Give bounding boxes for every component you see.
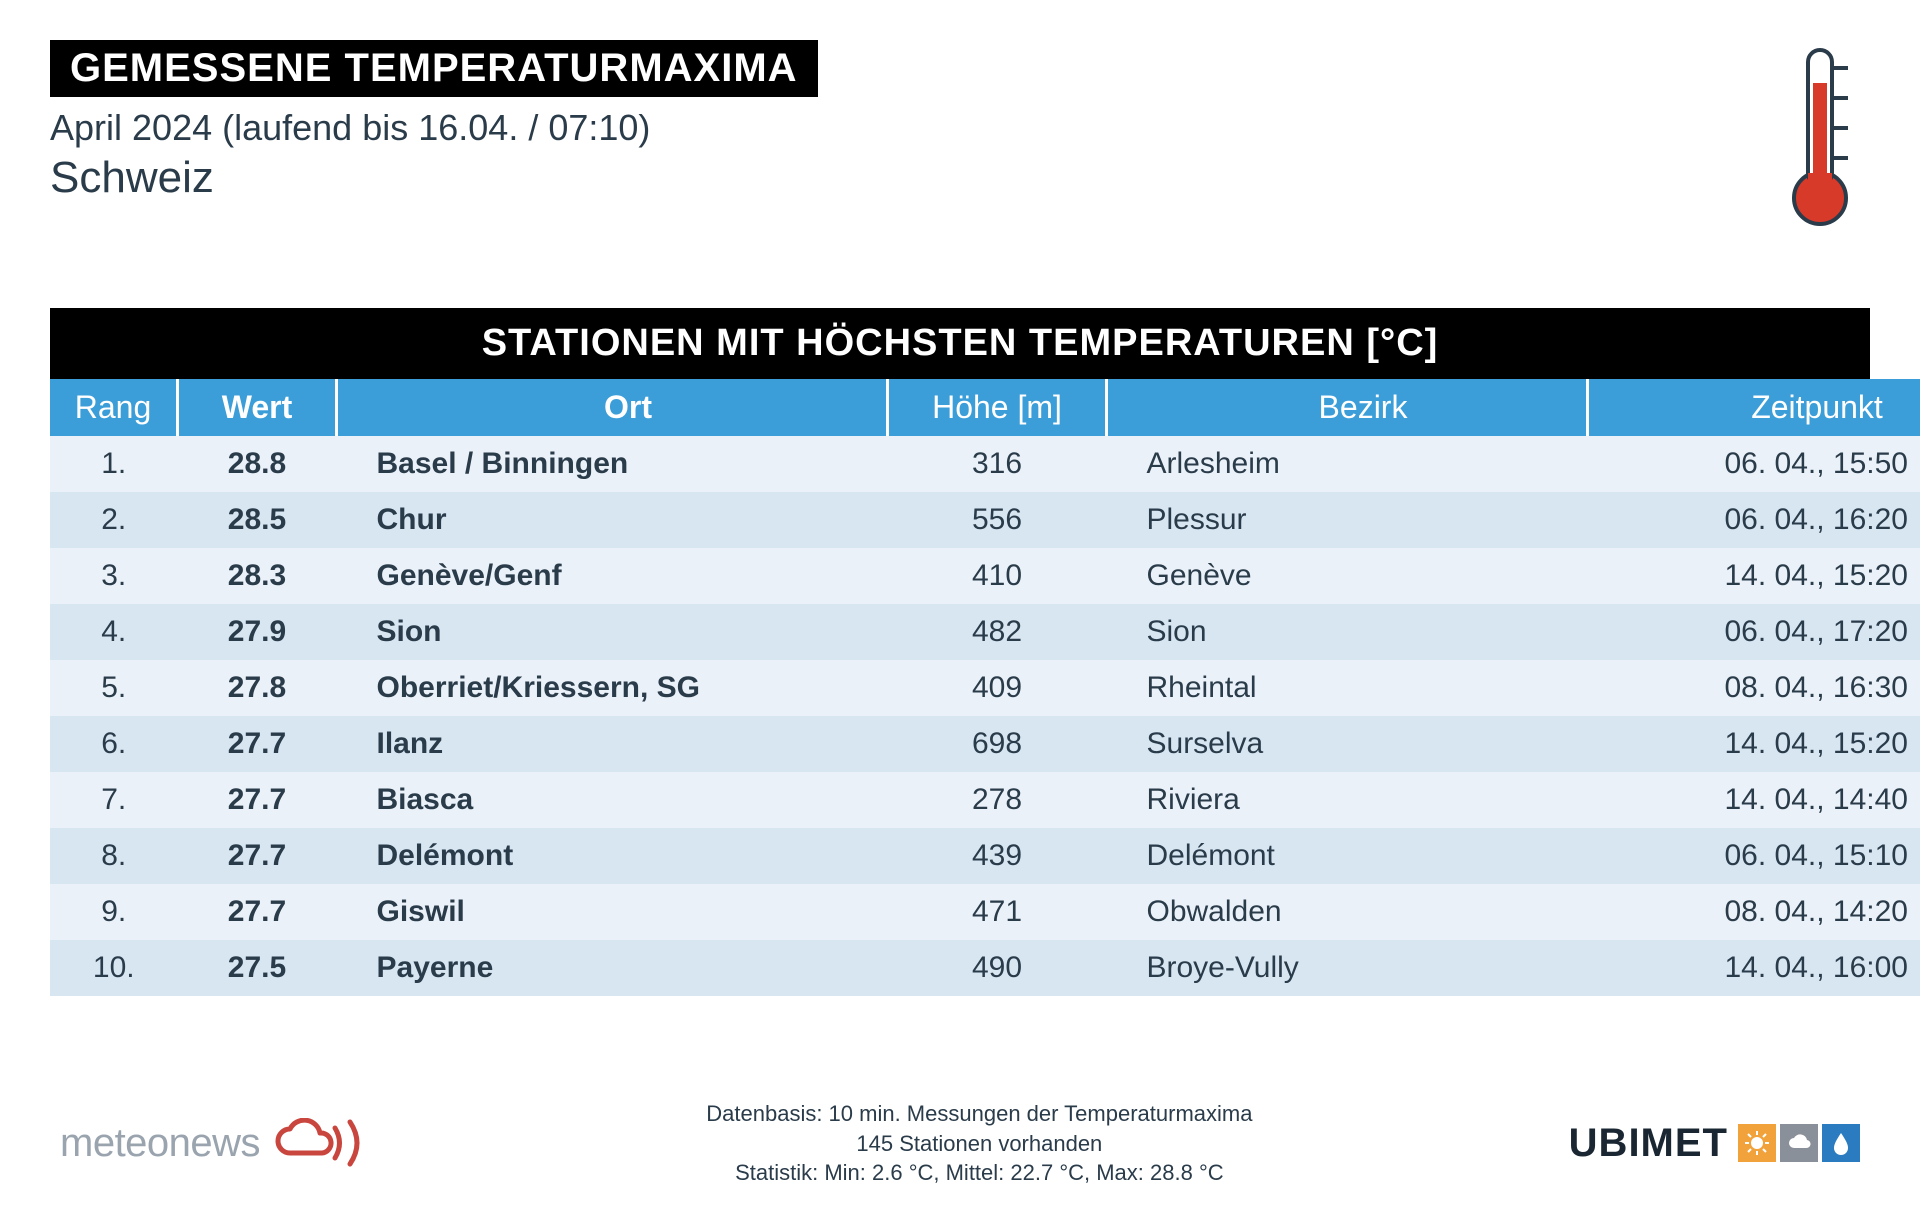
cell-rang: 1.	[50, 436, 178, 492]
cell-wert: 28.3	[178, 548, 337, 604]
cell-hoehe: 556	[888, 492, 1107, 548]
ubimet-label: UBIMET	[1569, 1121, 1728, 1166]
cell-ort: Chur	[337, 492, 888, 548]
cell-bezirk: Genève	[1107, 548, 1588, 604]
footer-notes: Datenbasis: 10 min. Messungen der Temper…	[430, 1099, 1529, 1188]
cell-wert: 28.5	[178, 492, 337, 548]
cell-zeit: 08. 04., 14:20	[1588, 884, 1920, 940]
cell-zeit: 08. 04., 16:30	[1588, 660, 1920, 716]
table-row: 3.28.3Genève/Genf410Genève14. 04., 15:20	[50, 548, 1920, 604]
col-header-ort: Ort	[337, 379, 888, 436]
table-row: 5.27.8Oberriet/Kriessern, SG409Rheintal0…	[50, 660, 1920, 716]
table-row: 4.27.9Sion482Sion06. 04., 17:20	[50, 604, 1920, 660]
cell-ort: Oberriet/Kriessern, SG	[337, 660, 888, 716]
page-title: GEMESSENE TEMPERATURMAXIMA	[70, 46, 798, 90]
cell-ort: Giswil	[337, 884, 888, 940]
cell-rang: 2.	[50, 492, 178, 548]
table-row: 1.28.8Basel / Binningen316Arlesheim06. 0…	[50, 436, 1920, 492]
footer-line2: 145 Stationen vorhanden	[430, 1129, 1529, 1159]
cell-zeit: 14. 04., 14:40	[1588, 772, 1920, 828]
col-header-zeit: Zeitpunkt	[1588, 379, 1920, 436]
cell-ort: Basel / Binningen	[337, 436, 888, 492]
meteonews-cloud-icon	[270, 1118, 390, 1168]
page-region: Schweiz	[50, 153, 1870, 203]
cell-rang: 7.	[50, 772, 178, 828]
cell-rang: 4.	[50, 604, 178, 660]
cell-rang: 9.	[50, 884, 178, 940]
table-row: 6.27.7Ilanz698Surselva14. 04., 15:20	[50, 716, 1920, 772]
table-title: STATIONEN MIT HÖCHSTEN TEMPERATUREN [°C]	[50, 308, 1870, 379]
table-row: 9.27.7Giswil471Obwalden08. 04., 14:20	[50, 884, 1920, 940]
table-row: 7.27.7Biasca278Riviera14. 04., 14:40	[50, 772, 1920, 828]
cell-bezirk: Surselva	[1107, 716, 1588, 772]
col-header-rang: Rang	[50, 379, 178, 436]
cell-hoehe: 316	[888, 436, 1107, 492]
cell-bezirk: Riviera	[1107, 772, 1588, 828]
cell-hoehe: 490	[888, 940, 1107, 996]
cell-wert: 27.9	[178, 604, 337, 660]
cell-bezirk: Arlesheim	[1107, 436, 1588, 492]
cell-hoehe: 278	[888, 772, 1107, 828]
footer-line3: Statistik: Min: 2.6 °C, Mittel: 22.7 °C,…	[430, 1158, 1529, 1188]
cell-bezirk: Delémont	[1107, 828, 1588, 884]
cell-wert: 27.8	[178, 660, 337, 716]
cell-hoehe: 471	[888, 884, 1107, 940]
cell-wert: 27.7	[178, 772, 337, 828]
meteonews-label: meteonews	[60, 1121, 260, 1166]
col-header-bezirk: Bezirk	[1107, 379, 1588, 436]
col-header-wert: Wert	[178, 379, 337, 436]
footer: meteonews Datenbasis: 10 min. Messungen …	[0, 1099, 1920, 1188]
table-row: 10.27.5Payerne490Broye-Vully14. 04., 16:…	[50, 940, 1920, 996]
table-row: 2.28.5Chur556Plessur06. 04., 16:20	[50, 492, 1920, 548]
data-table-container: STATIONEN MIT HÖCHSTEN TEMPERATUREN [°C]…	[50, 308, 1870, 996]
cell-ort: Payerne	[337, 940, 888, 996]
cell-hoehe: 439	[888, 828, 1107, 884]
cell-hoehe: 410	[888, 548, 1107, 604]
cell-wert: 27.7	[178, 884, 337, 940]
cell-bezirk: Plessur	[1107, 492, 1588, 548]
cell-zeit: 14. 04., 15:20	[1588, 548, 1920, 604]
cell-ort: Biasca	[337, 772, 888, 828]
cell-bezirk: Broye-Vully	[1107, 940, 1588, 996]
cell-hoehe: 409	[888, 660, 1107, 716]
cell-zeit: 06. 04., 17:20	[1588, 604, 1920, 660]
cell-zeit: 06. 04., 15:50	[1588, 436, 1920, 492]
cell-rang: 10.	[50, 940, 178, 996]
cell-wert: 27.7	[178, 716, 337, 772]
cell-zeit: 14. 04., 16:00	[1588, 940, 1920, 996]
cell-wert: 27.5	[178, 940, 337, 996]
cell-bezirk: Sion	[1107, 604, 1588, 660]
footer-line1: Datenbasis: 10 min. Messungen der Temper…	[430, 1099, 1529, 1129]
cell-ort: Delémont	[337, 828, 888, 884]
ubimet-cloud-icon	[1780, 1124, 1818, 1162]
ubimet-sun-icon	[1738, 1124, 1776, 1162]
ubimet-logo: UBIMET	[1569, 1121, 1860, 1166]
cell-zeit: 14. 04., 15:20	[1588, 716, 1920, 772]
cell-ort: Ilanz	[337, 716, 888, 772]
cell-wert: 28.8	[178, 436, 337, 492]
cell-zeit: 06. 04., 16:20	[1588, 492, 1920, 548]
cell-rang: 8.	[50, 828, 178, 884]
meteonews-logo: meteonews	[60, 1118, 390, 1168]
col-header-hoehe: Höhe [m]	[888, 379, 1107, 436]
cell-zeit: 06. 04., 15:10	[1588, 828, 1920, 884]
table-row: 8.27.7Delémont439Delémont06. 04., 15:10	[50, 828, 1920, 884]
page-title-bar: GEMESSENE TEMPERATURMAXIMA	[50, 40, 818, 97]
cell-bezirk: Obwalden	[1107, 884, 1588, 940]
cell-ort: Sion	[337, 604, 888, 660]
cell-bezirk: Rheintal	[1107, 660, 1588, 716]
cell-hoehe: 482	[888, 604, 1107, 660]
page-subtitle: April 2024 (laufend bis 16.04. / 07:10)	[50, 107, 1870, 149]
temperature-table: Rang Wert Ort Höhe [m] Bezirk Zeitpunkt …	[50, 379, 1920, 996]
thermometer-icon	[1790, 38, 1860, 233]
cell-rang: 3.	[50, 548, 178, 604]
cell-hoehe: 698	[888, 716, 1107, 772]
cell-ort: Genève/Genf	[337, 548, 888, 604]
ubimet-drop-icon	[1822, 1124, 1860, 1162]
cell-wert: 27.7	[178, 828, 337, 884]
cell-rang: 6.	[50, 716, 178, 772]
cell-rang: 5.	[50, 660, 178, 716]
